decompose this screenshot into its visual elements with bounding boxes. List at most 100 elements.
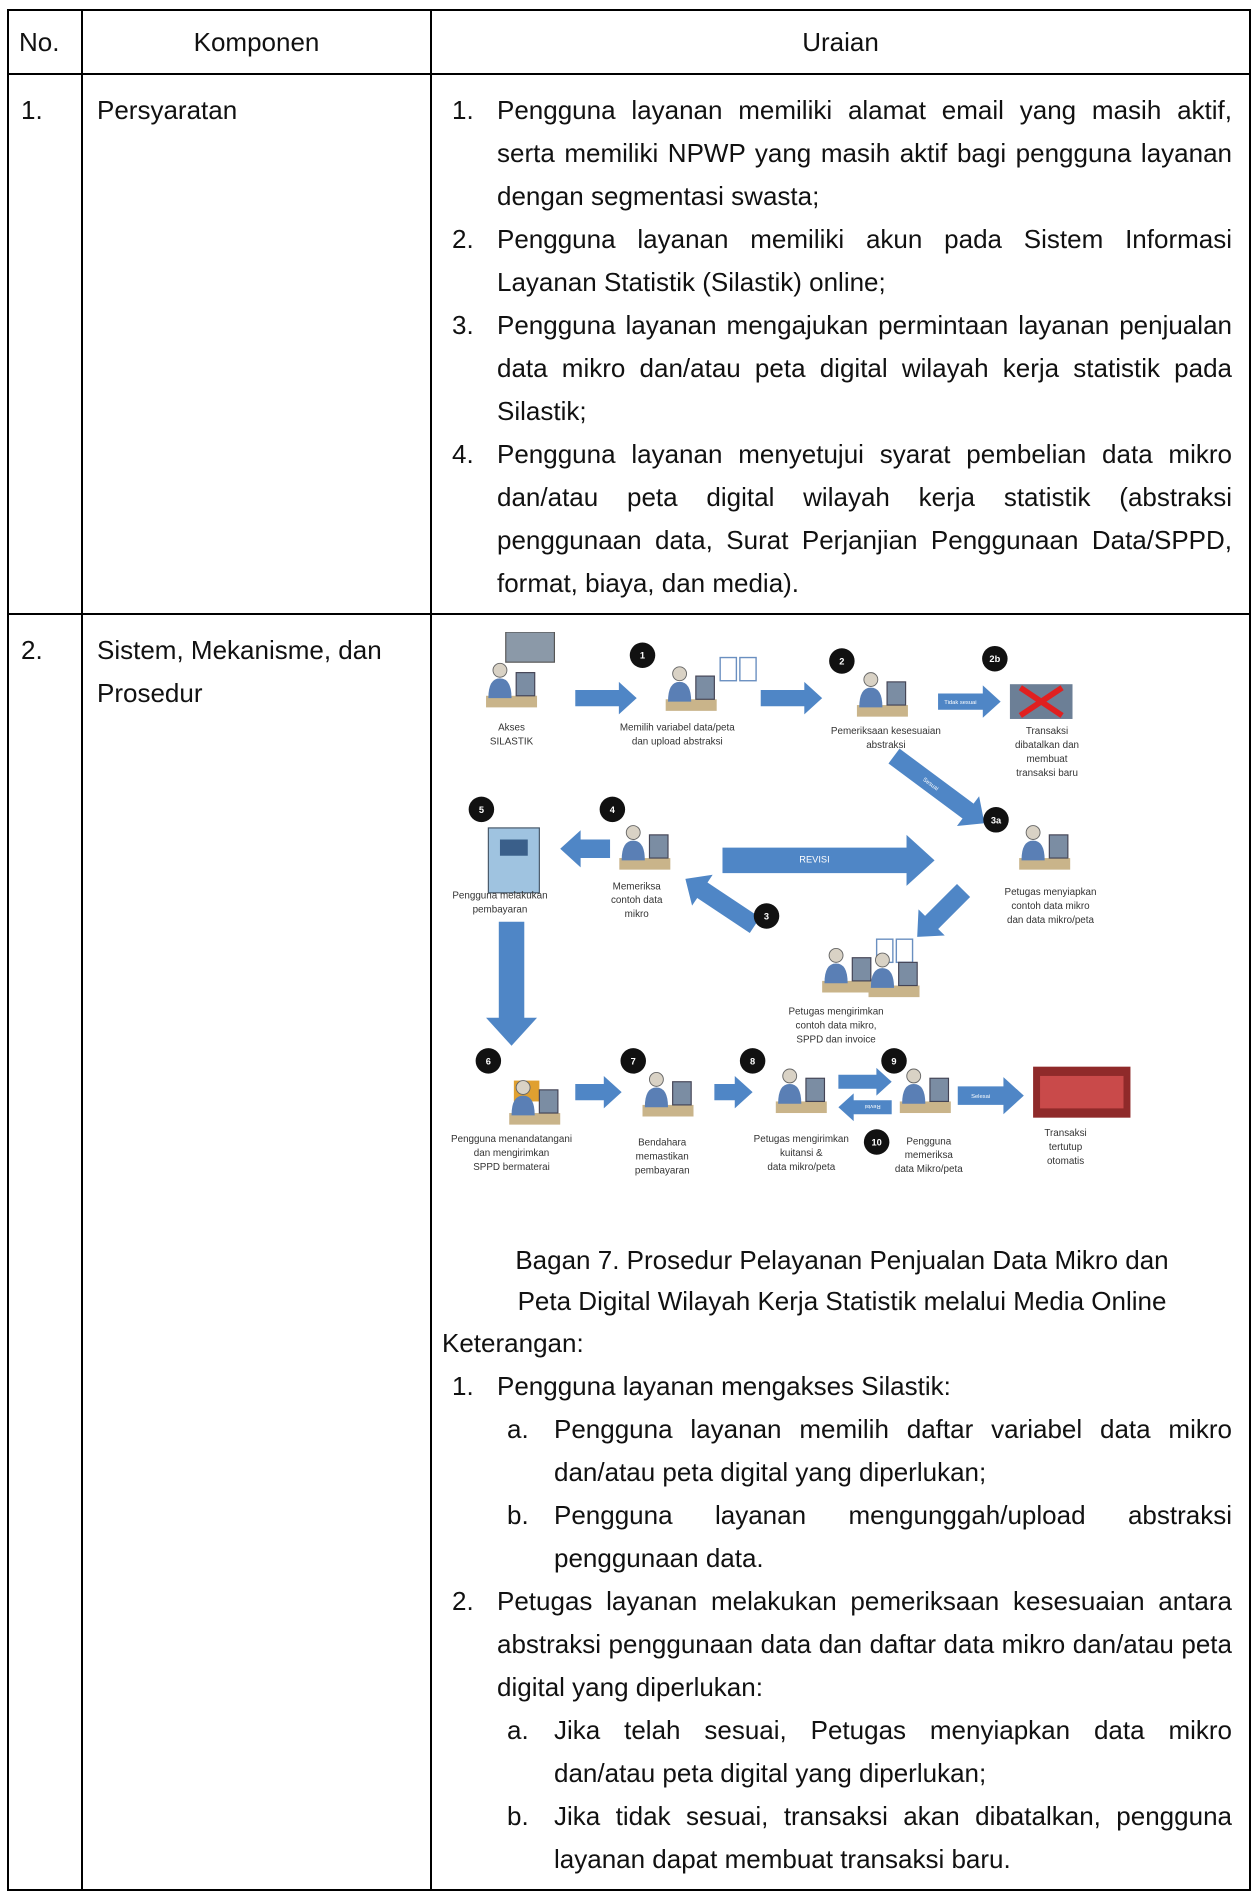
sub-marker: a.: [507, 1414, 529, 1444]
table-row: 1. Persyaratan 1. Pengguna layanan memiliki…: [7, 73, 1251, 615]
node-label: data mikro/peta: [767, 1162, 835, 1173]
step-badge: [599, 796, 626, 823]
step-badge: [468, 796, 495, 823]
list-text: Pengguna layanan menyetujui syarat pembe…: [497, 439, 1232, 598]
sub-marker: b.: [507, 1500, 529, 1530]
flow-arrow: [888, 748, 985, 826]
icon-desk: [856, 705, 908, 717]
step-number: 9: [891, 1056, 896, 1066]
keterangan-title: Keterangan:: [442, 1328, 584, 1358]
node-label: Petugas mengirimkan: [754, 1134, 849, 1145]
icon-screenshot: [505, 632, 556, 663]
flow-arrow: [685, 874, 761, 933]
icon-desk: [868, 985, 920, 998]
icon-body: [870, 968, 895, 988]
sub-marker: a.: [507, 1715, 529, 1745]
figure-caption: Bagan 7. Prosedur Pelayanan Penjualan Da…: [452, 1240, 1232, 1322]
step-badge: [881, 1048, 907, 1074]
step-number: 3a: [991, 815, 1002, 825]
list-marker: 3.: [452, 310, 474, 340]
node-label: Pengguna: [906, 1136, 951, 1147]
node-label: data Mikro/peta: [895, 1164, 963, 1175]
icon-body: [668, 681, 692, 702]
icon-atm: [487, 827, 540, 894]
icon-monitor: [695, 675, 715, 700]
step-number: 2b: [989, 654, 1000, 664]
node-label: Petugas mengirimkan: [788, 1007, 883, 1018]
node-label: tertutup: [1049, 1142, 1083, 1153]
step-badge: [620, 1048, 646, 1074]
node-label: SPPD bermaterai: [473, 1162, 550, 1173]
sub-text: Jika tidak sesuai, transaksi akan dibata…: [554, 1801, 1232, 1874]
table-body: 1. Persyaratan 1. Pengguna layanan memiliki…: [7, 73, 1251, 1891]
icon-desk: [665, 699, 717, 711]
arrow-label: REVISI: [799, 855, 829, 865]
sub-item: a. Pengguna layanan memilih daftar variab…: [507, 1408, 1232, 1494]
node-label: SPPD dan invoice: [796, 1034, 876, 1045]
node-label: memastikan: [636, 1151, 689, 1162]
icon-desk: [619, 858, 671, 870]
icon-cross: [1018, 685, 1064, 718]
node-label: otomatis: [1047, 1156, 1084, 1167]
cell-uraian: Tidak sesuai Sesuai REVISI Revisi Selesai Aks…: [430, 613, 1251, 1891]
node-label: memeriksa: [905, 1150, 954, 1161]
node-label: Pengguna melakukan: [452, 891, 547, 902]
icon-monitor: [898, 961, 918, 987]
icon-head: [649, 1072, 664, 1087]
step-number: 3: [764, 911, 769, 921]
step-badge: [983, 807, 1009, 833]
cell-komponen: Sistem, Mekanisme, dan Prosedur: [81, 613, 432, 1891]
flow-arrow: [760, 681, 823, 715]
step-badge: [475, 1048, 502, 1074]
icon-body: [488, 678, 512, 699]
icon-body: [902, 1084, 926, 1104]
flow-arrow: [722, 834, 935, 886]
sub-item: b. Jika tidak sesuai, transaksi akan diba…: [507, 1795, 1232, 1881]
step-badge: [629, 642, 656, 668]
table-row: 2. Sistem, Mekanisme, dan Prosedur Tidak s…: [7, 613, 1251, 1891]
arrow-label: Tidak sesuai: [944, 700, 976, 706]
caption-line: Peta Digital Wilayah Kerja Statistik mel…: [517, 1286, 1167, 1316]
sub-marker: b.: [507, 1801, 529, 1831]
node-label: Petugas menyiapkan: [1005, 887, 1097, 898]
node-label: contoh data mikro,: [796, 1020, 877, 1031]
table: No. Komponen Uraian 1. Persyaratan 1. Penggun…: [7, 9, 1251, 1891]
icon-body: [511, 1095, 535, 1116]
icon-atm-screen: [499, 839, 528, 856]
step-number: 8: [750, 1056, 755, 1066]
node-label: Memeriksa: [613, 881, 662, 892]
icon-monitor: [672, 1081, 692, 1106]
icon-desk: [775, 1101, 827, 1114]
step-number: 1: [640, 651, 645, 661]
sub-text: Jika telah sesuai, Petugas menyiapkan da…: [554, 1715, 1232, 1788]
list-text: Pengguna layanan memiliki alamat email y…: [497, 95, 1232, 211]
arrow-label: Selesai: [971, 1094, 990, 1100]
caption-line: Bagan 7. Prosedur Pelayanan Penjualan Da…: [515, 1245, 1169, 1275]
list-body: Petugas layanan melakukan pemeriksaan ke…: [497, 1580, 1232, 1709]
step-number: 2: [839, 656, 844, 666]
flow-arrow: [938, 685, 1001, 718]
step-badge: [739, 1048, 766, 1074]
flow-arrow: [575, 681, 637, 715]
icon-body: [778, 1084, 802, 1104]
icon-desk: [486, 695, 538, 708]
flow-arrow: [714, 1075, 753, 1109]
step-badge: [982, 645, 1008, 672]
cell-komponen: Persyaratan: [81, 73, 432, 615]
cell-no: 1.: [7, 73, 83, 615]
icon-monitor: [805, 1077, 826, 1103]
list-item: 3. Pengguna layanan mengajukan permintaan…: [452, 304, 1232, 433]
icon-desk: [822, 980, 874, 993]
node-label: Pengguna menandatangani: [451, 1134, 572, 1145]
flow-arrow: [575, 1075, 622, 1109]
icon-monitor: [648, 834, 669, 859]
list-text: Petugas layanan melakukan pemeriksaan ke…: [497, 1586, 1232, 1702]
node-label: pembayaran: [473, 905, 528, 916]
icon-doc: [739, 656, 757, 682]
list-item: 1. Pengguna layanan memiliki alamat email…: [452, 89, 1232, 218]
list-body: Pengguna layanan menyetujui syarat pembe…: [497, 433, 1232, 605]
header-cell: Uraian: [430, 9, 1251, 75]
icon-body: [824, 963, 848, 984]
list-item: 2. Petugas layanan melakukan pemeriksaan …: [452, 1580, 1232, 1709]
icon-monitor: [851, 957, 872, 982]
